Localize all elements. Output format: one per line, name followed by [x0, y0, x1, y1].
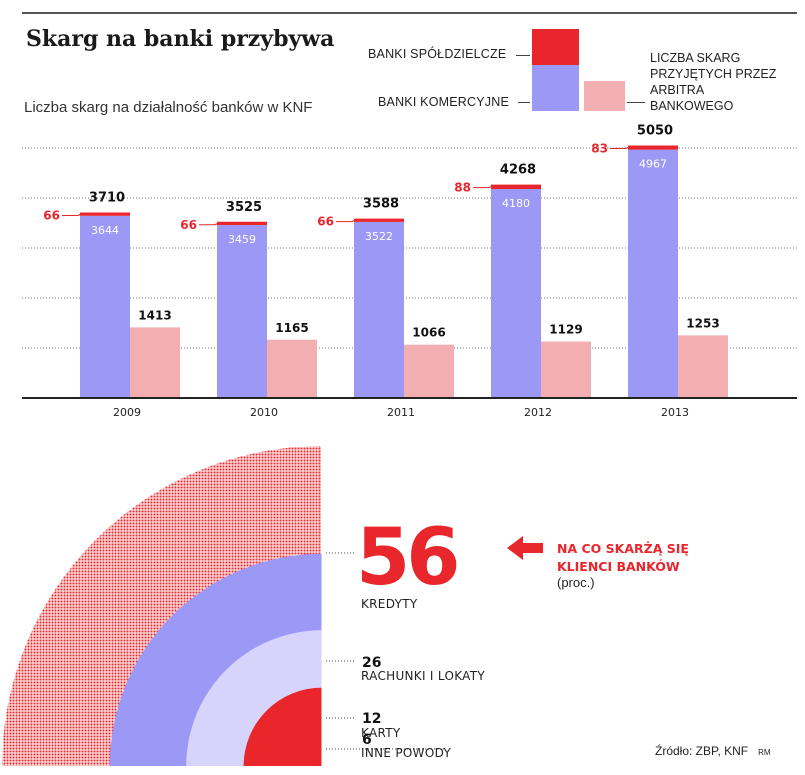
total-label: 5050: [637, 124, 673, 139]
bar-commercial: [491, 189, 541, 398]
bar-cooperative: [628, 145, 678, 150]
cooperative-leader-line: [473, 185, 494, 189]
cooperative-value-label: 66: [317, 215, 334, 229]
commercial-value-label: 4180: [502, 197, 530, 210]
breakdown-unit: (proc.): [557, 575, 595, 590]
total-label: 3525: [226, 200, 262, 215]
commercial-value-label: 4967: [639, 158, 667, 171]
year-tick-label: 2009: [113, 406, 141, 419]
total-label: 3710: [89, 191, 125, 206]
breakdown-category-label: KARTY: [361, 726, 401, 740]
year-tick-label: 2011: [387, 406, 415, 419]
commercial-value-label: 3644: [91, 224, 119, 237]
source-credit: Źródło: ZBP, KNF RM: [655, 744, 771, 758]
bar-commercial: [217, 225, 267, 398]
page-title: Skarg na banki przybywa: [26, 26, 335, 52]
bar-arbiter: [130, 327, 180, 398]
total-label: 4268: [500, 163, 536, 178]
bar-arbiter: [678, 335, 728, 398]
cooperative-value-label: 83: [591, 142, 608, 156]
author-initials: RM: [758, 748, 771, 757]
year-tick-label: 2012: [524, 406, 552, 419]
arbiter-value-label: 1066: [412, 326, 445, 340]
bar-cooperative: [354, 218, 404, 222]
breakdown-value-label: 12: [362, 711, 381, 727]
bar-chart: 3710 3644 66 1413 2009 3525 3459 66 1165 2010 3588…: [22, 124, 797, 419]
bar-cooperative: [80, 212, 130, 216]
bar-cooperative: [217, 221, 267, 226]
cooperative-leader-line: [62, 213, 83, 216]
cooperative-leader-line: [199, 222, 220, 226]
arbiter-value-label: 1253: [686, 316, 719, 330]
bar-cooperative: [491, 184, 541, 189]
breakdown-category-label: KREDYTY: [361, 597, 418, 611]
headline-percentage: 56: [356, 513, 461, 603]
commercial-value-label: 3459: [228, 233, 256, 246]
total-label: 3588: [363, 197, 399, 212]
breakdown-value-label: 26: [362, 655, 381, 671]
left-arrow-icon: [507, 536, 543, 560]
bar-arbiter: [404, 344, 454, 398]
year-tick-label: 2010: [250, 406, 278, 419]
bar-arbiter: [267, 339, 317, 398]
arbiter-value-label: 1413: [138, 308, 171, 322]
commercial-value-label: 3522: [365, 230, 393, 243]
bar-commercial: [628, 149, 678, 398]
breakdown-question: NA CO SKARŻĄ SIĘ KLIENCI BANKÓW: [557, 541, 689, 574]
year-tick-label: 2013: [661, 406, 689, 419]
cooperative-leader-line: [336, 219, 357, 223]
cooperative-value-label: 66: [180, 218, 197, 232]
bar-arbiter: [541, 341, 591, 398]
arbiter-value-label: 1129: [549, 323, 582, 337]
cooperative-leader-line: [610, 146, 631, 149]
arbiter-value-label: 1165: [275, 321, 308, 335]
cooperative-value-label: 88: [454, 181, 471, 195]
bar-commercial: [354, 221, 404, 398]
slice-inne: [243, 687, 322, 766]
chart-subtitle: Liczba skarg na działalność banków w KNF: [24, 99, 313, 116]
cooperative-value-label: 66: [43, 209, 60, 223]
bar-commercial: [80, 215, 130, 398]
source-text: Źródło: ZBP, KNF: [655, 744, 749, 758]
breakdown-category-label: RACHUNKI I LOKATY: [361, 669, 485, 683]
breakdown-category-label: INNE POWODY: [361, 746, 451, 760]
breakdown-value-label: 6: [362, 732, 372, 748]
top-rule: [22, 12, 797, 14]
